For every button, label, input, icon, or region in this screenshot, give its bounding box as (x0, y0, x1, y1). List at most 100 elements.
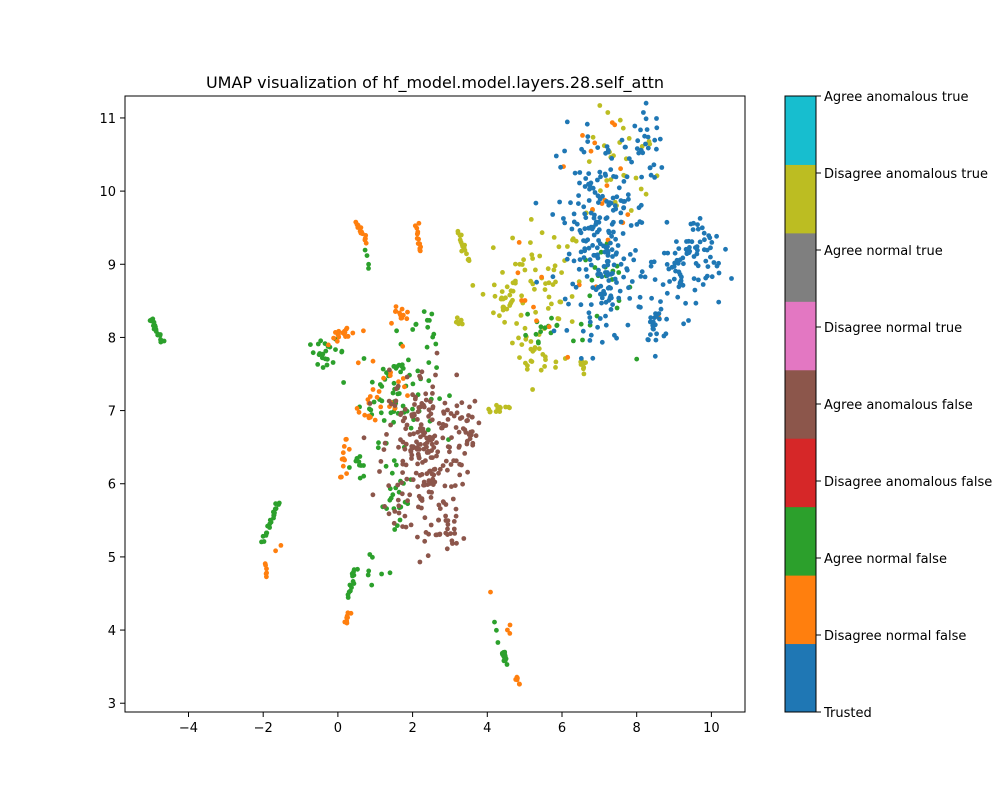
scatter-point (461, 536, 467, 541)
scatter-point (419, 496, 425, 501)
scatter-point (504, 662, 510, 667)
scatter-point (387, 570, 393, 576)
scatter-point (417, 559, 423, 565)
scatter-point (391, 380, 397, 386)
scatter-point (590, 185, 596, 191)
scatter-point (709, 240, 715, 245)
scatter-point (398, 437, 403, 443)
scatter-point (402, 384, 407, 390)
scatter-point (494, 627, 499, 633)
scatter-point (264, 566, 269, 572)
scatter-point (366, 413, 372, 419)
scatter-point (581, 238, 586, 244)
scatter-point (652, 277, 658, 282)
scatter-point (426, 378, 432, 384)
scatter-point (628, 223, 634, 228)
scatter-point (542, 364, 547, 369)
scatter-point (340, 463, 346, 469)
scatter-point (390, 390, 396, 396)
scatter-point (569, 226, 575, 232)
scatter-point (604, 199, 609, 204)
scatter-point (394, 328, 399, 334)
scatter-point (357, 475, 363, 481)
scatter-point (448, 531, 453, 536)
scatter-point (491, 282, 497, 288)
scatter-point (610, 271, 615, 276)
scatter-point (636, 304, 642, 310)
scatter-point (358, 225, 364, 231)
y-tick-label: 5 (108, 551, 116, 566)
scatter-point (488, 589, 493, 595)
scatter-point (594, 245, 600, 251)
scatter-point (412, 396, 418, 402)
scatter-point (445, 407, 450, 413)
scatter-point (639, 144, 645, 149)
scatter-point (470, 283, 476, 288)
scatter-point (569, 319, 575, 324)
scatter-point (443, 513, 448, 519)
scatter-point (549, 315, 554, 321)
scatter-point (582, 248, 588, 254)
scatter-point (396, 510, 402, 516)
scatter-point (273, 501, 278, 507)
scatter-point (357, 454, 363, 459)
scatter-point (449, 435, 454, 440)
scatter-point (585, 134, 591, 140)
scatter-point (450, 541, 455, 546)
colorbar-segment (785, 301, 816, 371)
scatter-point (555, 316, 561, 321)
scatter-point (595, 177, 600, 183)
scatter-point (606, 285, 612, 290)
scatter-point (448, 411, 454, 416)
scatter-point (651, 162, 657, 168)
scatter-point (466, 258, 472, 264)
scatter-point (661, 250, 667, 256)
scatter-point (648, 259, 654, 265)
scatter-point (536, 346, 542, 352)
scatter-point (333, 330, 338, 335)
scatter-point (564, 328, 570, 333)
scatter-point (502, 658, 508, 663)
scatter-point (621, 179, 627, 184)
scatter-point (604, 178, 610, 183)
scatter-point (429, 441, 435, 447)
scatter-point (564, 119, 570, 125)
colorbar-label: Agree anomalous false (824, 398, 973, 413)
scatter-point (436, 502, 442, 508)
scatter-point (577, 170, 583, 175)
scatter-point (341, 380, 346, 385)
scatter-point (350, 330, 356, 336)
x-tick-label: −4 (179, 721, 198, 736)
scatter-point (466, 413, 471, 418)
scatter-point (451, 519, 457, 524)
scatter-point (676, 269, 682, 275)
scatter-point (598, 249, 604, 255)
scatter-point (581, 149, 587, 155)
scatter-point (452, 483, 458, 488)
scatter-point (428, 455, 434, 460)
scatter-point (405, 393, 410, 398)
scatter-point (643, 141, 648, 147)
scatter-point (382, 440, 388, 446)
colorbar-label: Disagree normal false (824, 629, 966, 644)
scatter-point (618, 261, 624, 267)
scatter-point (613, 236, 618, 242)
scatter-point (528, 278, 534, 284)
scatter-point (576, 201, 581, 207)
scatter-point (624, 266, 630, 271)
scatter-point (356, 409, 362, 415)
scatter-point (395, 482, 401, 488)
scatter-point (369, 582, 375, 588)
scatter-point (458, 317, 464, 323)
colorbar-label: Agree normal false (824, 552, 947, 567)
scatter-point (420, 426, 426, 432)
scatter-point (491, 310, 496, 316)
scatter-point (618, 166, 623, 172)
scatter-point (341, 444, 347, 449)
scatter-point (576, 266, 582, 272)
scatter-point (708, 254, 713, 260)
scatter-point (404, 374, 410, 380)
scatter-point (381, 447, 387, 452)
scatter-point (603, 322, 609, 328)
scatter-point (686, 318, 691, 323)
